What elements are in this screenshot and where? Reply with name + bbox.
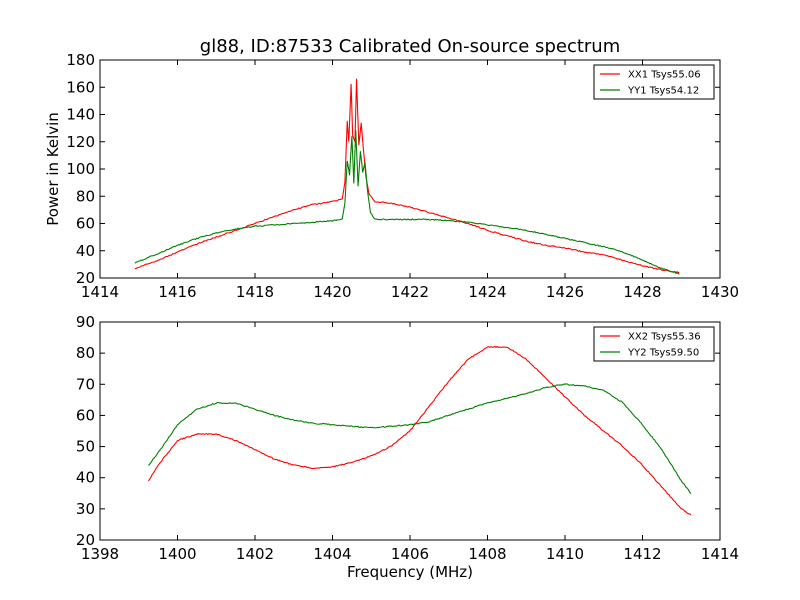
y-tick-label: 80 xyxy=(76,344,95,362)
y-tick-label: 30 xyxy=(76,500,95,518)
y-tick-label: 100 xyxy=(66,160,95,178)
x-tick-label: 1398 xyxy=(81,545,119,563)
legend-label: YY1 Tsys54.12 xyxy=(627,86,699,97)
legend: XX2 Tsys55.36 YY2 Tsys59.50 xyxy=(593,326,715,362)
x-tick-label: 1400 xyxy=(158,545,196,563)
x-tick-label: 1414 xyxy=(81,283,119,301)
legend-label: XX1 Tsys55.06 xyxy=(628,70,701,81)
y-tick-label: 90 xyxy=(76,313,95,331)
legend: XX1 Tsys55.06 YY1 Tsys54.12 xyxy=(593,64,715,100)
y-tick-label: 140 xyxy=(66,106,95,124)
y-tick-label: 80 xyxy=(76,187,95,205)
x-tick-label: 1424 xyxy=(468,283,506,301)
y-tick-label: 20 xyxy=(76,531,95,549)
x-tick-label: 1402 xyxy=(236,545,274,563)
y-tick-label: 40 xyxy=(76,242,95,260)
y-tick-label: 60 xyxy=(76,215,95,233)
x-tick-label: 1408 xyxy=(468,545,506,563)
x-tick-label: 1406 xyxy=(391,545,429,563)
x-tick-label: 1416 xyxy=(158,283,196,301)
y-tick-label: 40 xyxy=(76,469,95,487)
y-tick-label: 60 xyxy=(76,406,95,424)
series-group xyxy=(147,345,692,516)
legend-box xyxy=(593,326,715,362)
x-tick-label: 1410 xyxy=(546,545,584,563)
x-tick-label: 1404 xyxy=(313,545,351,563)
series-line-yy-2 xyxy=(148,383,692,494)
series-line-xx-1 xyxy=(134,78,680,273)
y-tick-label: 180 xyxy=(66,51,95,69)
x-tick-label: 1420 xyxy=(313,283,351,301)
series-group xyxy=(134,78,680,275)
x-tick-label: 1418 xyxy=(236,283,274,301)
chart-title: gl88, ID:87533 Calibrated On-source spec… xyxy=(200,36,620,57)
series-line-yy-1 xyxy=(134,130,680,275)
legend-box xyxy=(593,64,715,100)
bottom-panel: 1398 1400 1402 1404 1406 1408 1410 1412 1414 20 30… xyxy=(76,313,739,563)
x-tick-label: 1428 xyxy=(623,283,661,301)
y-axis-label-top: Power in Kelvin xyxy=(44,112,62,226)
x-axis-label-bottom: Frequency (MHz) xyxy=(347,563,473,581)
x-tick-label: 1414 xyxy=(701,545,739,563)
y-tick-label: 70 xyxy=(76,375,95,393)
x-tick-label: 1430 xyxy=(701,283,739,301)
x-tick-label: 1412 xyxy=(623,545,661,563)
y-tick-label: 120 xyxy=(66,133,95,151)
legend-label: YY2 Tsys59.50 xyxy=(627,348,699,359)
y-tick-label: 160 xyxy=(66,78,95,96)
x-tick-label: 1426 xyxy=(546,283,584,301)
x-tick-label: 1422 xyxy=(391,283,429,301)
legend-label: XX2 Tsys55.36 xyxy=(628,332,701,343)
top-panel: 1414 1416 1418 1420 1422 1424 1426 1428 1430 20 40… xyxy=(66,51,739,301)
y-tick-label: 50 xyxy=(76,438,95,456)
y-tick-label: 20 xyxy=(76,269,95,287)
series-line-xx-2 xyxy=(147,345,692,516)
